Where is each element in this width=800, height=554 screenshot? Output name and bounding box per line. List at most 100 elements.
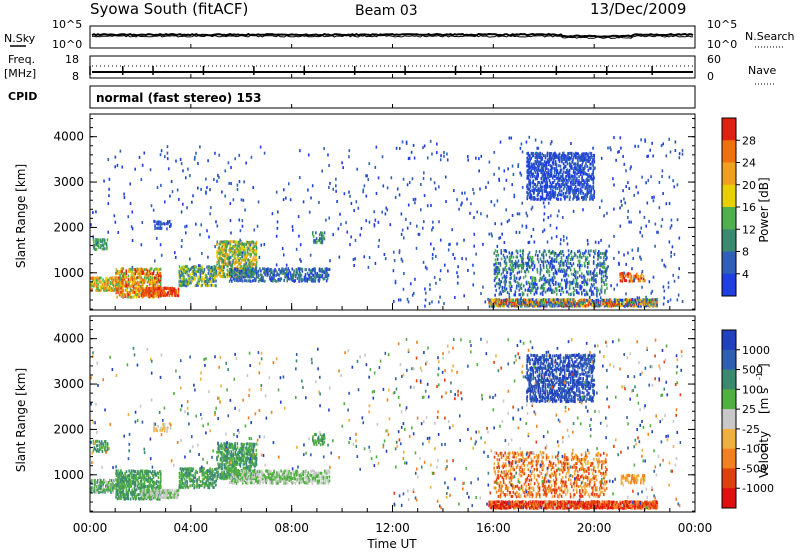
power-data-point — [584, 180, 586, 184]
power-data-point — [112, 286, 115, 290]
power-data-point — [529, 183, 532, 187]
power-data-point — [431, 253, 434, 257]
power-data-point — [576, 166, 578, 170]
power-data-point — [138, 276, 141, 280]
power-data-point — [546, 268, 549, 272]
power-data-point — [291, 267, 294, 271]
power-data-point — [505, 208, 507, 212]
power-data-point — [493, 150, 496, 154]
power-data-point — [565, 304, 567, 308]
power-data-point — [645, 181, 647, 185]
velocity-data-point — [141, 484, 144, 488]
power-data-point — [676, 183, 679, 187]
power-data-point — [536, 156, 539, 160]
power-data-point — [94, 240, 97, 244]
power-data-point — [588, 189, 591, 193]
power-data-point — [357, 206, 360, 210]
power-data-point — [244, 208, 246, 212]
power-data-point — [219, 256, 221, 260]
power-data-point — [444, 263, 446, 267]
velocity-data-point — [95, 440, 98, 444]
power-data-point — [546, 191, 549, 195]
power-data-point — [424, 298, 427, 302]
power-data-point — [292, 275, 294, 279]
power-data-point — [577, 191, 580, 195]
power-data-point — [587, 152, 589, 156]
power-data-point — [595, 302, 598, 306]
power-data-point — [628, 279, 631, 283]
power-data-point — [637, 247, 639, 251]
power-data-point — [113, 280, 115, 284]
power-data-point — [412, 291, 415, 295]
power-data-point — [565, 302, 567, 306]
power-data-point — [548, 160, 551, 164]
power-data-point — [500, 222, 503, 226]
power-data-point — [244, 265, 247, 269]
power-data-point — [584, 300, 587, 304]
power-data-point — [641, 234, 644, 238]
power-data-point — [572, 298, 574, 302]
power-data-point — [230, 166, 232, 170]
power-data-point — [204, 273, 207, 277]
power-data-point — [211, 273, 213, 277]
power-data-point — [229, 255, 232, 259]
power-data-point — [228, 273, 231, 277]
power-data-point — [567, 152, 570, 156]
power-data-point — [209, 275, 212, 279]
power-data-point — [152, 295, 155, 299]
velocity-data-point — [92, 479, 94, 483]
power-data-point — [239, 250, 242, 254]
power-data-point — [526, 191, 528, 195]
power-data-point — [343, 192, 346, 196]
power-data-point — [213, 265, 216, 269]
power-data-point — [378, 238, 381, 242]
power-data-point — [544, 181, 547, 185]
power-data-point — [104, 284, 106, 288]
power-data-point — [534, 197, 536, 201]
power-data-point — [531, 255, 534, 259]
velocity-data-point — [143, 476, 146, 480]
power-data-point — [414, 201, 416, 205]
power-data-point — [390, 176, 393, 180]
power-data-point — [142, 291, 145, 295]
power-data-point — [141, 295, 144, 299]
power-data-point — [588, 295, 591, 299]
power-data-point — [640, 304, 642, 308]
power-data-point — [627, 272, 630, 276]
power-data-point — [588, 173, 590, 177]
power-data-point — [159, 288, 162, 292]
velocity-data-point — [114, 478, 116, 482]
power-data-point — [549, 300, 551, 304]
power-data-point — [225, 250, 227, 254]
power-data-point — [449, 242, 451, 246]
power-data-point — [199, 264, 201, 268]
power-data-point — [503, 275, 506, 279]
power-data-point — [554, 187, 557, 191]
power-data-point — [159, 274, 162, 278]
power-data-point — [557, 191, 560, 195]
power-data-point — [495, 261, 498, 265]
power-data-point — [500, 272, 503, 276]
power-data-point — [121, 282, 124, 286]
power-data-point — [509, 268, 512, 272]
power-data-point — [604, 269, 607, 273]
power-data-point — [532, 260, 535, 264]
power-data-point — [629, 272, 632, 276]
power-data-point — [149, 168, 152, 172]
power-data-point — [532, 300, 534, 304]
power-data-point — [540, 187, 543, 191]
power-data-point — [228, 260, 230, 264]
power-data-point — [216, 242, 218, 246]
power-data-point — [641, 269, 644, 273]
power-data-point — [158, 289, 161, 293]
power-data-point — [93, 284, 96, 288]
power-data-point — [590, 193, 592, 197]
power-data-point — [603, 254, 606, 258]
power-data-point — [606, 275, 608, 279]
power-data-point — [146, 269, 149, 273]
power-data-point — [593, 166, 595, 170]
power-data-point — [553, 302, 556, 306]
power-data-point — [528, 166, 530, 170]
power-data-point — [559, 260, 562, 264]
power-data-point — [248, 240, 250, 244]
